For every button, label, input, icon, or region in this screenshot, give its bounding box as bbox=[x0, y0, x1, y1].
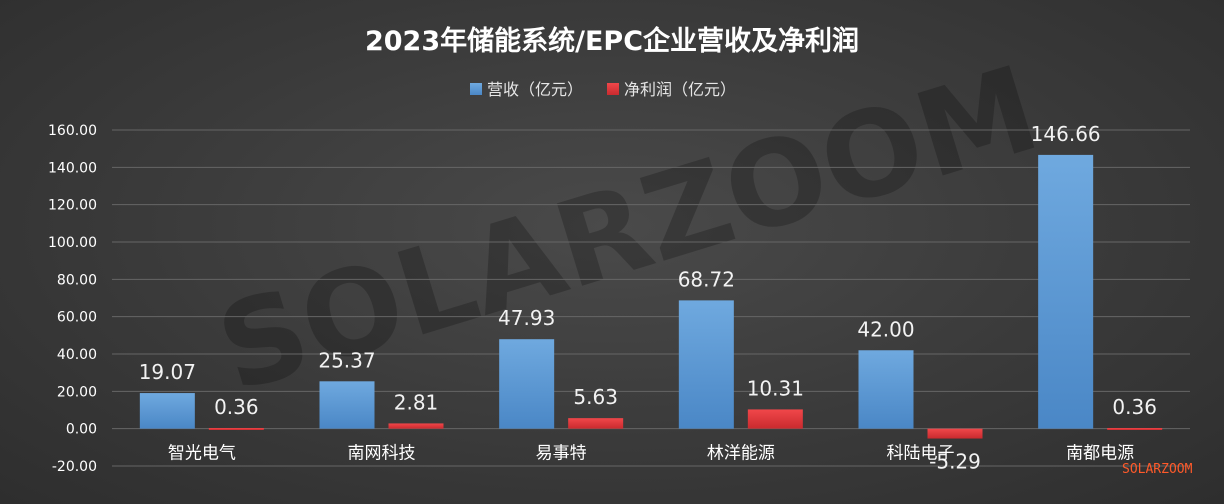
revenue-bar bbox=[678, 300, 734, 429]
legend-swatch-revenue bbox=[470, 83, 482, 95]
revenue-data-label: 42.00 bbox=[857, 317, 914, 341]
x-axis-categories: 智光电气 南网科技 易事特 林洋能源 科陆电子 南都电源 bbox=[168, 444, 1134, 464]
profit-data-label: 0.36 bbox=[214, 395, 259, 419]
profit-data-label: 10.31 bbox=[747, 376, 804, 400]
y-tick-label: -20.00 bbox=[52, 459, 97, 475]
profit-bar bbox=[208, 427, 264, 430]
profit-data-label: 0.36 bbox=[1112, 395, 1157, 419]
revenue-bar bbox=[499, 339, 555, 429]
logo-text: SOLARZOOM bbox=[1122, 462, 1193, 477]
y-tick-label: 0.00 bbox=[66, 422, 97, 438]
chart-title: 2023年储能系统/EPC企业营收及净利润 bbox=[365, 25, 859, 57]
x-category-label: 智光电气 bbox=[168, 444, 236, 464]
x-category-label: 易事特 bbox=[536, 444, 587, 464]
y-tick-label: 40.00 bbox=[57, 347, 97, 363]
x-category-label: 南网科技 bbox=[348, 444, 416, 464]
revenue-data-label: 68.72 bbox=[678, 267, 735, 291]
legend: 营收（亿元） 净利润（亿元） bbox=[470, 80, 736, 99]
x-category-label: 科陆电子 bbox=[887, 444, 955, 464]
y-tick-label: 60.00 bbox=[57, 310, 97, 326]
profit-data-label: -5.29 bbox=[929, 450, 981, 474]
x-category-label: 林洋能源 bbox=[707, 444, 775, 464]
revenue-bar bbox=[858, 350, 914, 429]
y-tick-label: 120.00 bbox=[48, 198, 97, 214]
legend-label-revenue: 营收（亿元） bbox=[487, 80, 583, 99]
y-tick-label: 140.00 bbox=[48, 160, 97, 176]
profit-bar bbox=[747, 409, 803, 429]
revenue-data-label: 19.07 bbox=[139, 360, 196, 384]
revenue-bar bbox=[319, 381, 375, 429]
data-labels: 19.07 0.36 25.37 2.81 47.93 5.63 68.72 10.31 42.… bbox=[139, 122, 1157, 474]
y-tick-label: 100.00 bbox=[48, 235, 97, 251]
revenue-data-label: 47.93 bbox=[498, 306, 555, 330]
legend-label-profit: 净利润（亿元） bbox=[624, 80, 736, 99]
legend-swatch-profit bbox=[607, 83, 619, 95]
revenue-bar bbox=[1038, 154, 1094, 429]
profit-bar bbox=[927, 428, 983, 439]
x-category-label: 南都电源 bbox=[1066, 444, 1134, 464]
bars bbox=[139, 154, 1163, 439]
revenue-data-label: 25.37 bbox=[318, 348, 375, 372]
y-tick-label: 80.00 bbox=[57, 272, 97, 288]
y-tick-label: 20.00 bbox=[57, 384, 97, 400]
revenue-bar bbox=[139, 393, 195, 429]
y-tick-label: 160.00 bbox=[48, 123, 97, 139]
profit-bar bbox=[568, 418, 624, 429]
profit-data-label: 2.81 bbox=[394, 390, 439, 414]
profit-bar bbox=[388, 423, 444, 429]
revenue-data-label: 146.66 bbox=[1031, 122, 1101, 146]
profit-bar bbox=[1107, 427, 1163, 430]
gridlines bbox=[112, 129, 1190, 467]
profit-data-label: 5.63 bbox=[573, 385, 618, 409]
y-axis-ticks: -20.00 0.00 20.00 40.00 60.00 80.00 100.00 120.… bbox=[48, 123, 97, 475]
